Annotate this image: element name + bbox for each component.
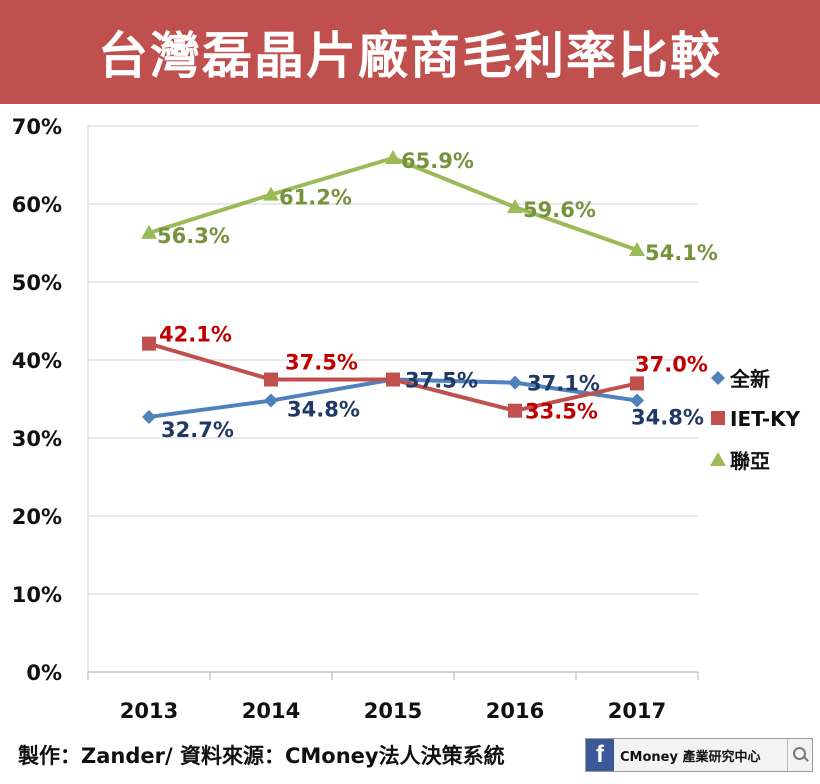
source-credit: 製作：Zander/ 資料來源：CMoney法人決策系統 xyxy=(18,744,505,768)
data-point xyxy=(386,372,400,387)
x-tick-label: 2016 xyxy=(486,699,544,723)
data-point xyxy=(142,336,156,351)
data-label: 34.8% xyxy=(287,398,360,422)
footer: 製作：Zander/ 資料來源：CMoney法人決策系統 f CMoney 產業… xyxy=(0,730,820,784)
data-point xyxy=(629,242,645,257)
data-point xyxy=(264,372,278,387)
data-point xyxy=(630,376,644,391)
y-tick-label: 70% xyxy=(12,115,62,139)
data-label: 56.3% xyxy=(157,224,230,248)
legend-marker xyxy=(710,452,726,466)
data-label: 59.6% xyxy=(523,198,596,222)
search-icon[interactable] xyxy=(787,739,812,771)
brand-badge[interactable]: f CMoney 產業研究中心 xyxy=(585,738,813,772)
legend-label: 聯亞 xyxy=(730,449,770,473)
data-label: 42.1% xyxy=(159,323,232,347)
data-point xyxy=(385,149,401,164)
data-label: 54.1% xyxy=(645,241,718,265)
data-point xyxy=(141,224,157,239)
data-label: 37.5% xyxy=(285,351,358,375)
data-point xyxy=(508,403,522,418)
data-label: 32.7% xyxy=(161,418,234,442)
data-point xyxy=(630,393,644,408)
data-label: 37.5% xyxy=(405,369,478,393)
data-point xyxy=(264,393,278,408)
legend-label: 全新 xyxy=(729,367,770,391)
data-label: 65.9% xyxy=(401,149,474,173)
y-tick-label: 0% xyxy=(26,661,62,685)
y-tick-label: 10% xyxy=(12,583,62,607)
legend-marker xyxy=(711,371,725,385)
brand-name: CMoney 產業研究中心 xyxy=(620,749,761,765)
data-point xyxy=(263,186,279,201)
chart-title: 台灣磊晶片廠商毛利率比較 xyxy=(98,27,722,85)
data-label: 61.2% xyxy=(279,186,352,210)
data-point xyxy=(507,199,523,214)
y-tick-label: 30% xyxy=(12,427,62,451)
legend-label: IET-KY xyxy=(730,407,801,431)
data-label: 34.8% xyxy=(631,406,704,430)
data-label: 37.1% xyxy=(527,372,600,396)
x-tick-label: 2015 xyxy=(364,699,422,723)
chart: 0% 10% 20% 30% 40% 50% 60% 70% 2013 2014 2015 2016 2… xyxy=(12,115,801,723)
x-tick-label: 2017 xyxy=(608,699,666,723)
data-label: 33.5% xyxy=(525,400,598,424)
data-point xyxy=(508,375,522,390)
y-tick-label: 20% xyxy=(12,505,62,529)
title-bar: 台灣磊晶片廠商毛利率比較 xyxy=(0,0,820,104)
data-point xyxy=(142,409,156,424)
data-label: 37.0% xyxy=(635,352,708,376)
y-tick-label: 50% xyxy=(12,271,62,295)
x-tick-label: 2014 xyxy=(242,699,300,723)
y-tick-label: 40% xyxy=(12,349,62,373)
y-tick-label: 60% xyxy=(12,193,62,217)
facebook-icon: f xyxy=(586,739,614,771)
legend-marker xyxy=(711,411,725,425)
x-tick-label: 2013 xyxy=(120,699,178,723)
